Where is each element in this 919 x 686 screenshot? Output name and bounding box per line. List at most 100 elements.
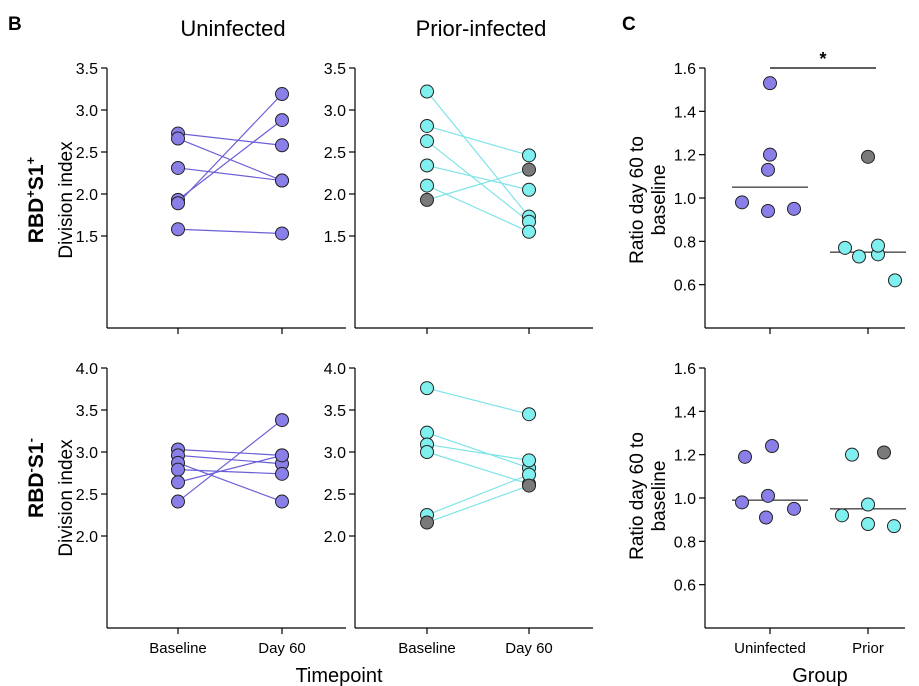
series-line-1 <box>177 132 283 146</box>
panel-label-b: B <box>8 14 22 35</box>
panel-b-bottom-uninfected: 2.0 2.5 3.0 3.5 4.0 Baseline Day 60 <box>76 361 346 657</box>
series-line-3 <box>177 462 283 503</box>
series-line-3 <box>426 443 530 461</box>
series-line-5 <box>426 185 530 233</box>
series-line-6 <box>177 228 283 235</box>
series-line-1 <box>426 91 530 218</box>
x-tick-label: Baseline <box>398 640 456 657</box>
y-tick-label: 0.6 <box>674 578 696 595</box>
data-point-4-day60 <box>275 113 289 128</box>
data-point-uninfected-4 <box>735 195 749 210</box>
y-axis-title-c-bottom-line1: Ratio day 60 to <box>627 432 648 560</box>
y-tick-label: 2.5 <box>324 487 346 504</box>
row-label-bottom: RBD-S1- <box>23 438 48 518</box>
data-point-1-day60 <box>275 138 289 153</box>
x-tick-label: Day 60 <box>258 640 306 657</box>
significance-star: * <box>819 49 826 69</box>
series-line-6 <box>426 485 530 524</box>
data-point-prior-4 <box>887 519 901 534</box>
panel-b-top-prior: 1.5 2.0 2.5 3.0 3.5 <box>324 61 593 334</box>
y-tick-label: 2.5 <box>76 487 98 504</box>
panel-b-bottom-prior: 2.0 2.5 3.0 3.5 4.0 Baseline Day 60 <box>324 361 593 657</box>
series-line-2 <box>426 125 530 156</box>
data-point-5-day60 <box>275 448 289 463</box>
data-point-4-day60 <box>522 182 536 197</box>
y-tick-label: 3.0 <box>324 445 346 462</box>
data-point-6-day60 <box>275 226 289 241</box>
data-point-6-baseline <box>420 192 434 207</box>
y-tick-label: 1.5 <box>324 229 346 246</box>
data-point-6-baseline <box>171 222 185 237</box>
y-tick-label: 4.0 <box>76 361 98 378</box>
series-line-5 <box>426 474 530 516</box>
x-tick-label: Day 60 <box>505 640 553 657</box>
data-point-3-day60 <box>275 494 289 509</box>
y-tick-label: 3.5 <box>324 403 346 420</box>
data-point-5-baseline <box>171 196 185 211</box>
row-label-top: RBD+S1+ <box>23 156 48 243</box>
y-axis-title-b-top: Division index <box>56 141 77 259</box>
data-point-2-baseline <box>171 131 185 146</box>
x-tick-label: Baseline <box>149 640 207 657</box>
x-tick-label: Prior <box>852 640 884 657</box>
series-line-2 <box>177 454 283 465</box>
y-tick-label: 2.0 <box>76 187 98 204</box>
series-line-5 <box>177 454 283 483</box>
y-axis-title-c-bottom: Ratio day 60 tobaseline <box>627 432 670 560</box>
data-point-4-baseline <box>420 445 434 459</box>
series-line-6 <box>426 169 530 201</box>
y-tick-label: 0.6 <box>674 278 696 295</box>
y-tick-label: 2.5 <box>76 145 98 162</box>
data-point-prior-2 <box>852 249 866 264</box>
data-point-prior-2 <box>835 508 849 523</box>
y-axis-title-c-top: Ratio day 60 tobaseline <box>627 136 670 264</box>
data-point-3-baseline <box>420 134 434 149</box>
y-tick-label: 1.4 <box>674 104 696 121</box>
data-point-3-baseline <box>171 160 185 175</box>
series-line-6 <box>177 419 283 503</box>
y-tick-label: 1.2 <box>674 148 696 165</box>
data-point-uninfected-3 <box>761 162 775 177</box>
panel-label-c: C <box>622 14 636 35</box>
y-tick-label: 1.0 <box>674 491 696 508</box>
data-point-6-baseline <box>171 494 185 509</box>
series-line-3 <box>426 140 530 223</box>
data-point-4-baseline <box>171 462 185 477</box>
panel-b-top-uninfected: 1.5 2.0 2.5 3.0 3.5 <box>76 61 346 334</box>
y-tick-label: 3.5 <box>76 61 98 78</box>
data-point-5-baseline <box>420 178 434 193</box>
data-point-2-baseline <box>420 425 434 440</box>
series-line-4 <box>426 164 530 191</box>
data-point-prior-4 <box>871 238 885 253</box>
series-line-1 <box>177 448 283 456</box>
y-tick-label: 1.0 <box>674 191 696 208</box>
data-point-prior-3 <box>861 497 875 512</box>
data-point-3-day60 <box>522 453 536 468</box>
data-point-1-baseline <box>420 84 434 99</box>
series-line-4 <box>177 469 283 475</box>
y-tick-label: 2.0 <box>76 529 98 546</box>
data-point-uninfected-6 <box>787 501 801 516</box>
x-tick-label: Uninfected <box>734 640 806 657</box>
series-line-1 <box>426 387 530 415</box>
col-title-prior: Prior-infected <box>416 16 547 41</box>
data-point-uninfected-1 <box>738 449 752 464</box>
y-tick-label: 3.0 <box>76 103 98 120</box>
data-point-2-baseline <box>420 118 434 133</box>
y-tick-label: 1.6 <box>674 361 696 378</box>
data-point-grey-1 <box>877 445 891 460</box>
y-axis-title-c-bottom-line2: baseline <box>649 461 670 532</box>
y-tick-label: 1.6 <box>674 61 696 78</box>
series-line-5 <box>177 93 283 204</box>
data-point-grey-1 <box>861 149 875 164</box>
data-point-uninfected-5 <box>761 204 775 218</box>
y-tick-label: 4.0 <box>324 361 346 378</box>
data-point-prior-1 <box>845 447 859 462</box>
y-tick-label: 1.2 <box>674 448 696 465</box>
series-line-2 <box>426 432 530 469</box>
y-axis-title-c-top-line1: Ratio day 60 to <box>627 136 648 264</box>
data-point-uninfected-1 <box>763 76 777 91</box>
y-tick-label: 3.0 <box>76 445 98 462</box>
y-tick-label: 3.5 <box>324 61 346 78</box>
series-line-4 <box>177 119 283 201</box>
